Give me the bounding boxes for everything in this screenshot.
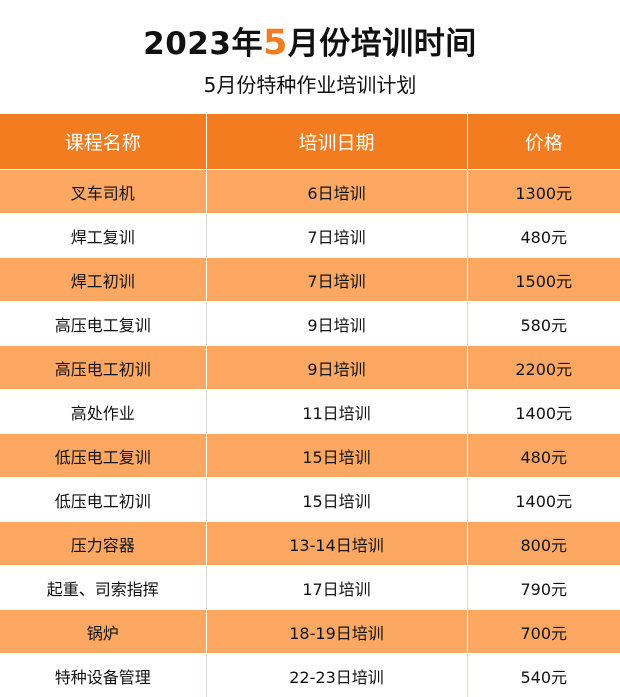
price-cell: 800元 [467, 522, 620, 566]
course-name-cell: 高压电工复训 [0, 302, 206, 346]
header-training-date: 培训日期 [206, 114, 467, 170]
table-row: 特种设备管理 22-23日培训 540元 [0, 654, 620, 697]
table-header-row: 课程名称 培训日期 价格 [0, 114, 620, 170]
table-row: 锅炉 18-19日培训 700元 [0, 610, 620, 654]
course-name-cell: 叉车司机 [0, 170, 206, 214]
training-date-cell: 6日培训 [206, 170, 467, 214]
training-date-cell: 15日培训 [206, 434, 467, 478]
title-rest: 月份培训时间 [288, 26, 477, 62]
price-cell: 2200元 [467, 346, 620, 390]
title-year: 2023年 [143, 26, 263, 62]
page-title: 2023年5月份培训时间 [0, 18, 620, 69]
table-row: 高压电工复训 9日培训 580元 [0, 302, 620, 346]
course-name-cell: 特种设备管理 [0, 654, 206, 697]
table-row: 焊工复训 7日培训 480元 [0, 214, 620, 258]
price-cell: 1400元 [467, 478, 620, 522]
training-date-cell: 22-23日培训 [206, 654, 467, 697]
price-cell: 1300元 [467, 170, 620, 214]
title-month-highlight: 5 [263, 23, 288, 63]
course-name-cell: 高处作业 [0, 390, 206, 434]
page-subtitle: 5月份特种作业培训计划 [0, 70, 620, 100]
price-cell: 700元 [467, 610, 620, 654]
table-row: 低压电工初训 15日培训 1400元 [0, 478, 620, 522]
course-name-cell: 锅炉 [0, 610, 206, 654]
table-row: 起重、司索指挥 17日培训 790元 [0, 566, 620, 610]
price-cell: 1400元 [467, 390, 620, 434]
course-name-cell: 低压电工复训 [0, 434, 206, 478]
table-row: 压力容器 13-14日培训 800元 [0, 522, 620, 566]
training-date-cell: 9日培训 [206, 346, 467, 390]
price-cell: 1500元 [467, 258, 620, 302]
table-row: 低压电工复训 15日培训 480元 [0, 434, 620, 478]
training-date-cell: 18-19日培训 [206, 610, 467, 654]
header-price: 价格 [467, 114, 620, 170]
course-name-cell: 焊工初训 [0, 258, 206, 302]
course-name-cell: 高压电工初训 [0, 346, 206, 390]
table-row: 高压电工初训 9日培训 2200元 [0, 346, 620, 390]
training-date-cell: 11日培训 [206, 390, 467, 434]
price-cell: 790元 [467, 566, 620, 610]
training-date-cell: 15日培训 [206, 478, 467, 522]
course-name-cell: 起重、司索指挥 [0, 566, 206, 610]
training-date-cell: 7日培训 [206, 258, 467, 302]
table-row: 叉车司机 6日培训 1300元 [0, 170, 620, 214]
table-row: 高处作业 11日培训 1400元 [0, 390, 620, 434]
price-cell: 580元 [467, 302, 620, 346]
table-row: 焊工初训 7日培训 1500元 [0, 258, 620, 302]
training-date-cell: 13-14日培训 [206, 522, 467, 566]
price-cell: 480元 [467, 214, 620, 258]
training-date-cell: 17日培训 [206, 566, 467, 610]
training-schedule-table: 课程名称 培训日期 价格 叉车司机 6日培训 1300元 焊工复训 7日培训 4… [0, 114, 620, 697]
price-cell: 480元 [467, 434, 620, 478]
training-date-cell: 9日培训 [206, 302, 467, 346]
price-cell: 540元 [467, 654, 620, 697]
header-course-name: 课程名称 [0, 114, 206, 170]
course-name-cell: 低压电工初训 [0, 478, 206, 522]
course-name-cell: 压力容器 [0, 522, 206, 566]
course-name-cell: 焊工复训 [0, 214, 206, 258]
training-date-cell: 7日培训 [206, 214, 467, 258]
